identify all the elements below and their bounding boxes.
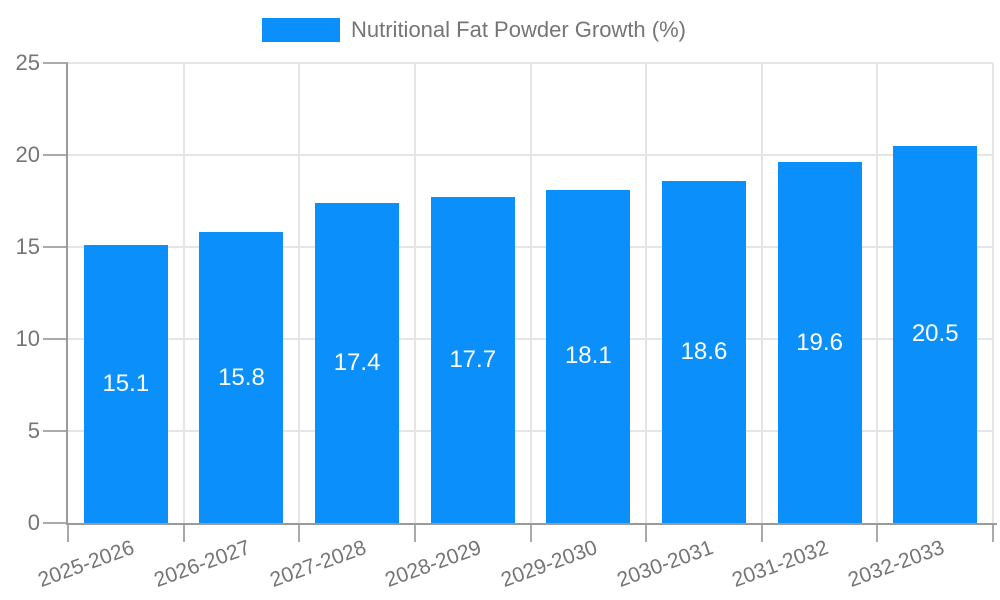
y-axis-line: [66, 63, 68, 523]
x-axis-tick: [645, 523, 648, 542]
gridline-vertical: [645, 63, 648, 523]
gridline-vertical: [529, 63, 532, 523]
y-axis-tick: [43, 522, 68, 524]
x-axis-label: 2031-2032: [729, 536, 832, 592]
x-axis-tick: [182, 523, 185, 542]
bar[interactable]: 19.6: [777, 162, 862, 523]
bar-value-label: 19.6: [796, 328, 843, 356]
x-axis-label: 2029-2030: [497, 536, 601, 592]
y-axis-tick: [43, 62, 68, 64]
bar[interactable]: 15.8: [199, 232, 284, 523]
gridline-vertical: [760, 63, 763, 523]
bar-value-label: 17.4: [333, 348, 381, 376]
x-axis-label: 2026-2027: [151, 536, 254, 592]
gridline-vertical: [992, 63, 994, 523]
x-axis-tick: [67, 523, 69, 542]
bar[interactable]: 15.1: [83, 245, 168, 523]
bar-value-label: 15.1: [102, 370, 150, 398]
x-axis-tick: [298, 523, 301, 542]
x-axis-label: 2025-2026: [35, 536, 138, 592]
bar[interactable]: 18.1: [546, 189, 631, 523]
bar-value-label: 17.7: [449, 346, 497, 374]
y-axis-tick: [43, 154, 68, 156]
gridline-vertical: [182, 63, 185, 523]
y-axis-tick-label: 10: [15, 326, 40, 351]
x-axis-tick: [760, 523, 763, 542]
x-axis-tick: [992, 523, 994, 542]
y-axis-tick-label: 15: [15, 234, 40, 259]
legend-label: Nutritional Fat Powder Growth (%): [351, 17, 686, 42]
bar[interactable]: 17.7: [430, 197, 515, 523]
y-axis-tick-label: 5: [27, 418, 40, 443]
bar-value-label: 20.5: [911, 320, 959, 348]
x-axis-tick: [413, 523, 416, 542]
gridline-vertical: [413, 63, 416, 523]
x-axis-label: 2030-2031: [613, 536, 716, 592]
bar[interactable]: 20.5: [893, 145, 978, 523]
y-axis-tick-label: 20: [15, 142, 40, 167]
gridline-vertical: [876, 63, 879, 523]
gridline-vertical: [298, 63, 301, 523]
x-axis-label: 2032-2033: [844, 536, 948, 592]
x-axis-tick: [876, 523, 879, 542]
y-axis-tick: [43, 246, 68, 248]
bar[interactable]: 17.4: [315, 202, 400, 523]
x-axis-tick: [529, 523, 532, 542]
legend[interactable]: Nutritional Fat Powder Growth (%): [262, 17, 686, 43]
bar[interactable]: 18.6: [661, 180, 746, 523]
y-axis-tick-label: 25: [15, 50, 40, 75]
y-axis-tick: [43, 430, 68, 432]
bar-value-label: 18.1: [564, 342, 612, 370]
x-axis-label: 2028-2029: [382, 536, 485, 592]
bar-value-label: 18.6: [680, 337, 728, 365]
legend-swatch: [262, 18, 340, 42]
y-axis-tick-label: 0: [27, 510, 40, 535]
bar-value-label: 15.8: [218, 363, 265, 391]
y-axis-tick: [43, 338, 68, 340]
x-axis-label: 2027-2028: [266, 536, 369, 592]
x-axis-line: [66, 523, 997, 525]
